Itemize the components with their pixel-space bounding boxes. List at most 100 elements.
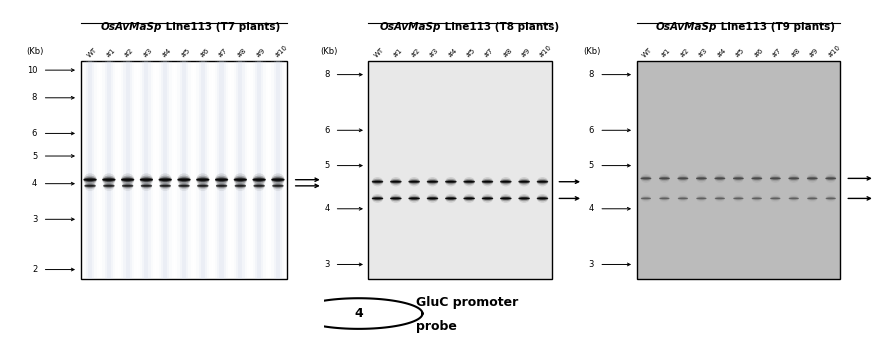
Ellipse shape [696,196,707,201]
Ellipse shape [427,177,438,186]
Ellipse shape [160,183,171,189]
Ellipse shape [463,197,474,200]
Text: #8: #8 [502,47,513,58]
Ellipse shape [788,196,799,201]
Ellipse shape [215,177,228,182]
Ellipse shape [518,197,530,200]
Ellipse shape [481,179,493,185]
Ellipse shape [463,181,474,183]
Ellipse shape [770,195,781,202]
Text: #2: #2 [410,47,422,58]
Ellipse shape [770,177,781,180]
Ellipse shape [103,176,116,184]
Ellipse shape [234,176,247,184]
Ellipse shape [160,181,171,191]
Ellipse shape [678,177,688,179]
Ellipse shape [770,197,781,200]
Text: #6: #6 [198,47,210,58]
Ellipse shape [807,198,817,199]
Ellipse shape [518,177,530,186]
Ellipse shape [659,175,670,181]
Ellipse shape [678,197,688,200]
Text: 3: 3 [32,215,37,224]
Ellipse shape [481,194,493,203]
Ellipse shape [733,197,744,200]
Ellipse shape [788,175,799,181]
Text: #1: #1 [660,47,672,58]
Ellipse shape [463,177,474,186]
Ellipse shape [463,180,474,183]
Bar [88,61,92,279]
Ellipse shape [446,181,457,183]
Ellipse shape [216,183,227,189]
Ellipse shape [271,177,284,182]
Ellipse shape [696,197,707,200]
Ellipse shape [121,176,134,184]
Ellipse shape [641,198,651,199]
Ellipse shape [372,180,383,183]
Ellipse shape [122,185,133,187]
Ellipse shape [788,195,799,202]
Ellipse shape [696,175,707,181]
Ellipse shape [537,180,548,183]
Text: 3: 3 [324,260,330,269]
Bar [239,61,242,279]
Bar [107,61,111,279]
Ellipse shape [196,179,210,181]
Bar [138,61,155,279]
Ellipse shape [807,174,817,183]
Ellipse shape [696,177,707,179]
Ellipse shape [121,179,134,181]
Ellipse shape [825,198,836,199]
Ellipse shape [715,175,725,181]
Ellipse shape [103,181,115,191]
Ellipse shape [234,173,247,186]
Bar [219,61,224,279]
Ellipse shape [159,177,172,182]
Ellipse shape [481,177,493,186]
Bar [255,61,263,279]
Text: #10: #10 [538,43,553,58]
Ellipse shape [427,181,438,183]
Ellipse shape [253,173,266,186]
Ellipse shape [122,181,133,191]
Ellipse shape [177,176,190,184]
Ellipse shape [272,185,283,187]
Ellipse shape [825,177,836,179]
Text: #9: #9 [808,47,820,58]
Bar [194,61,211,279]
Ellipse shape [272,183,283,189]
Ellipse shape [518,196,530,201]
Text: #3: #3 [697,47,709,58]
Bar [161,61,169,279]
Text: 3: 3 [588,260,594,269]
Ellipse shape [409,196,420,201]
Bar [163,61,168,279]
Ellipse shape [253,184,265,188]
Ellipse shape [177,177,190,182]
Ellipse shape [103,173,116,186]
Ellipse shape [409,179,420,185]
Text: #2: #2 [679,47,690,58]
Ellipse shape [446,177,457,186]
Ellipse shape [678,177,688,180]
Ellipse shape [427,180,438,183]
Ellipse shape [141,185,152,187]
Ellipse shape [825,177,836,180]
Text: #5: #5 [180,47,191,58]
Text: 5: 5 [32,152,37,160]
Ellipse shape [159,173,172,186]
Text: #5: #5 [465,47,476,58]
Ellipse shape [372,196,383,201]
Ellipse shape [427,198,438,199]
Ellipse shape [659,177,670,180]
Ellipse shape [463,179,474,185]
Ellipse shape [196,177,210,182]
Bar [156,61,175,279]
Ellipse shape [715,197,725,200]
Ellipse shape [518,198,530,199]
Ellipse shape [160,184,171,188]
Ellipse shape [141,184,152,188]
Ellipse shape [121,173,134,186]
Ellipse shape [253,179,266,181]
